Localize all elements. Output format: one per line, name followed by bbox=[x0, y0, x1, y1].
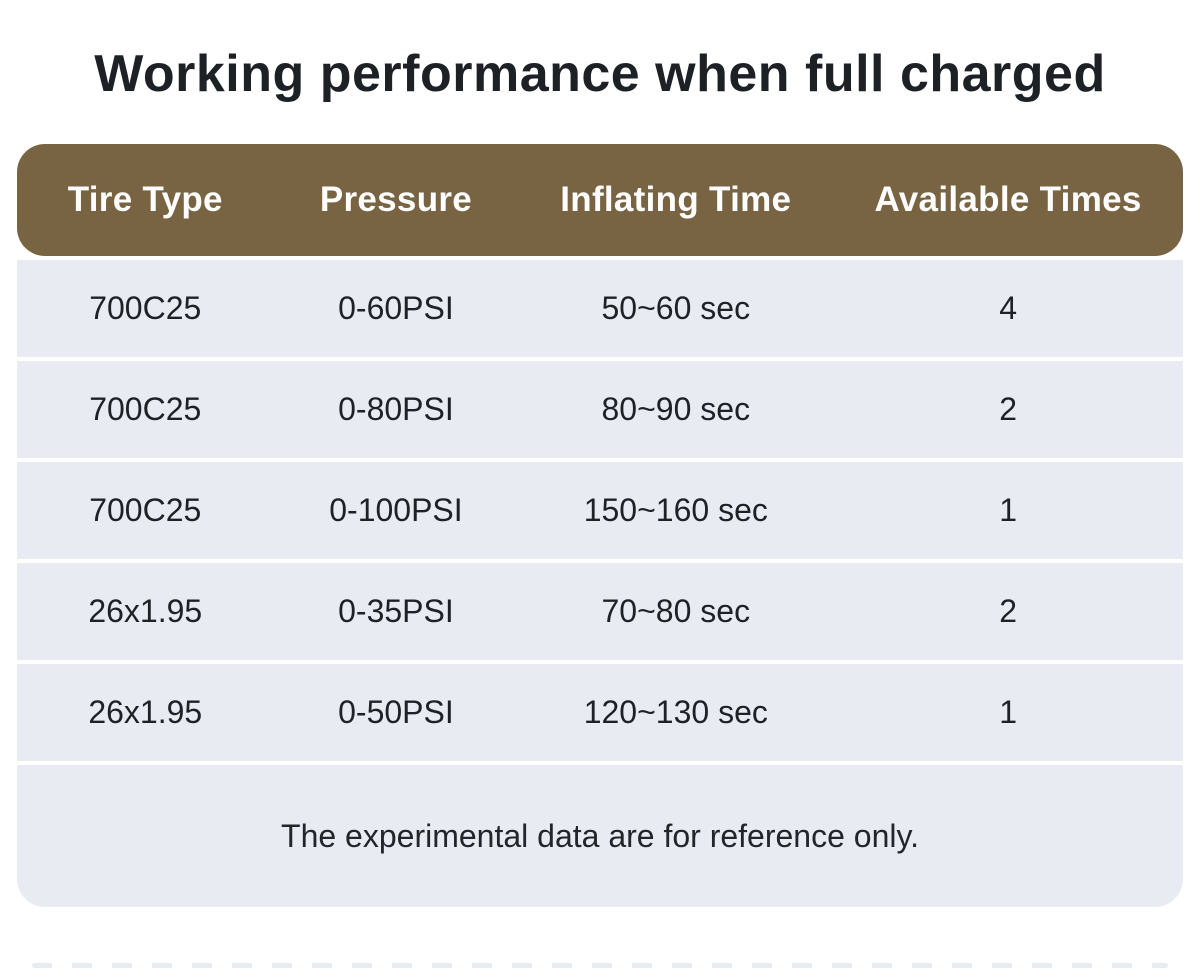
table-row: 700C25 0-60PSI 50~60 sec 4 bbox=[17, 260, 1183, 357]
table-row: 700C25 0-80PSI 80~90 sec 2 bbox=[17, 361, 1183, 458]
cell-pressure: 0-60PSI bbox=[338, 290, 454, 326]
table-row: 700C25 0-100PSI 150~160 sec 1 bbox=[17, 462, 1183, 559]
header-cell-available-times: Available Times bbox=[874, 180, 1142, 219]
cell-inflating-time: 80~90 sec bbox=[601, 391, 751, 427]
cell-tire-type: 700C25 bbox=[89, 290, 202, 326]
header-cell-inflating-time: Inflating Time bbox=[560, 180, 792, 219]
performance-table: Tire Type Pressure Inflating Time Availa… bbox=[17, 144, 1183, 907]
cell-tire-type: 700C25 bbox=[89, 492, 202, 528]
cell-inflating-time: 150~160 sec bbox=[583, 492, 768, 528]
cell-inflating-time: 120~130 sec bbox=[583, 694, 768, 730]
cell-inflating-time: 70~80 sec bbox=[601, 593, 751, 629]
cell-pressure: 0-100PSI bbox=[329, 492, 463, 528]
cell-tire-type: 26x1.95 bbox=[88, 694, 203, 730]
cell-available-times: 2 bbox=[999, 593, 1017, 629]
footnote-text: The experimental data are for reference … bbox=[281, 817, 919, 854]
cell-pressure: 0-80PSI bbox=[338, 391, 454, 427]
cell-available-times: 4 bbox=[999, 290, 1017, 326]
cell-tire-type: 26x1.95 bbox=[88, 593, 203, 629]
cell-pressure: 0-35PSI bbox=[338, 593, 454, 629]
header-cell-pressure: Pressure bbox=[319, 180, 473, 219]
dashed-separator bbox=[32, 963, 1168, 968]
table-row: 26x1.95 0-50PSI 120~130 sec 1 bbox=[17, 664, 1183, 761]
cell-available-times: 1 bbox=[999, 694, 1017, 730]
cell-available-times: 2 bbox=[999, 391, 1017, 427]
header-cell-tire-type: Tire Type bbox=[67, 180, 223, 219]
cell-inflating-time: 50~60 sec bbox=[601, 290, 751, 326]
table-header-row: Tire Type Pressure Inflating Time Availa… bbox=[17, 144, 1183, 256]
table-row: 26x1.95 0-35PSI 70~80 sec 2 bbox=[17, 563, 1183, 660]
cell-pressure: 0-50PSI bbox=[338, 694, 454, 730]
footnote-row: The experimental data are for reference … bbox=[17, 765, 1183, 907]
cell-available-times: 1 bbox=[999, 492, 1017, 528]
cell-tire-type: 700C25 bbox=[89, 391, 202, 427]
page-title: Working performance when full charged bbox=[94, 45, 1106, 103]
